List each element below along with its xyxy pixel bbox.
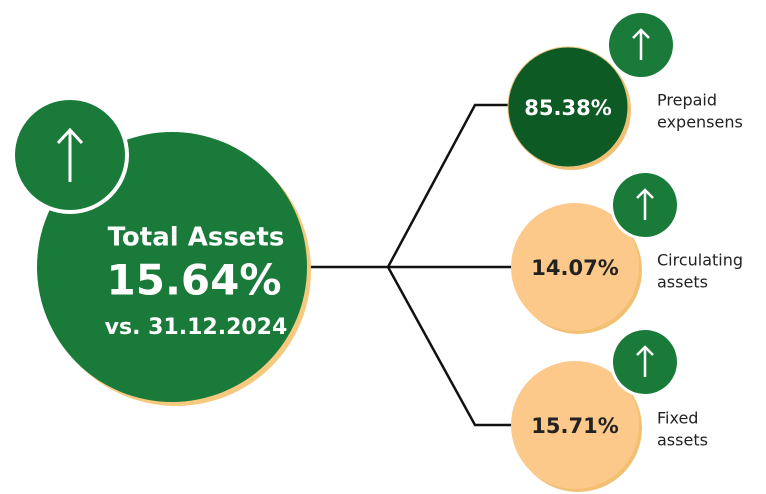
main-node: Total Assets 15.64% vs. 31.12.2024 — [11, 96, 311, 406]
node-circle — [511, 361, 639, 489]
node-label: expensens — [657, 113, 743, 132]
node-circle — [511, 203, 639, 331]
node-label: Prepaid — [657, 91, 717, 110]
node-label: assets — [657, 431, 708, 450]
connector — [386, 103, 512, 268]
main-subtitle: vs. 31.12.2024 — [105, 315, 288, 340]
node-value: 85.38% — [524, 96, 611, 120]
node-circle — [507, 46, 629, 168]
node-value: 15.71% — [531, 414, 618, 438]
arrow-icon — [636, 188, 654, 220]
node-label: Circulating — [657, 251, 743, 270]
node-value: 14.07% — [531, 256, 618, 280]
node-label: Fixed — [657, 409, 698, 428]
arrow-icon — [636, 345, 654, 377]
connectors — [305, 103, 512, 427]
arrow-icon — [56, 127, 84, 182]
sub-nodes: 85.38% Prepaid expensens 14.07% Circulating a… — [507, 10, 743, 492]
arrow-icon — [632, 28, 650, 60]
main-title: Total Assets — [108, 223, 285, 253]
main-value: 15.64% — [107, 256, 282, 305]
connector — [386, 266, 512, 427]
node-label: assets — [657, 273, 708, 292]
